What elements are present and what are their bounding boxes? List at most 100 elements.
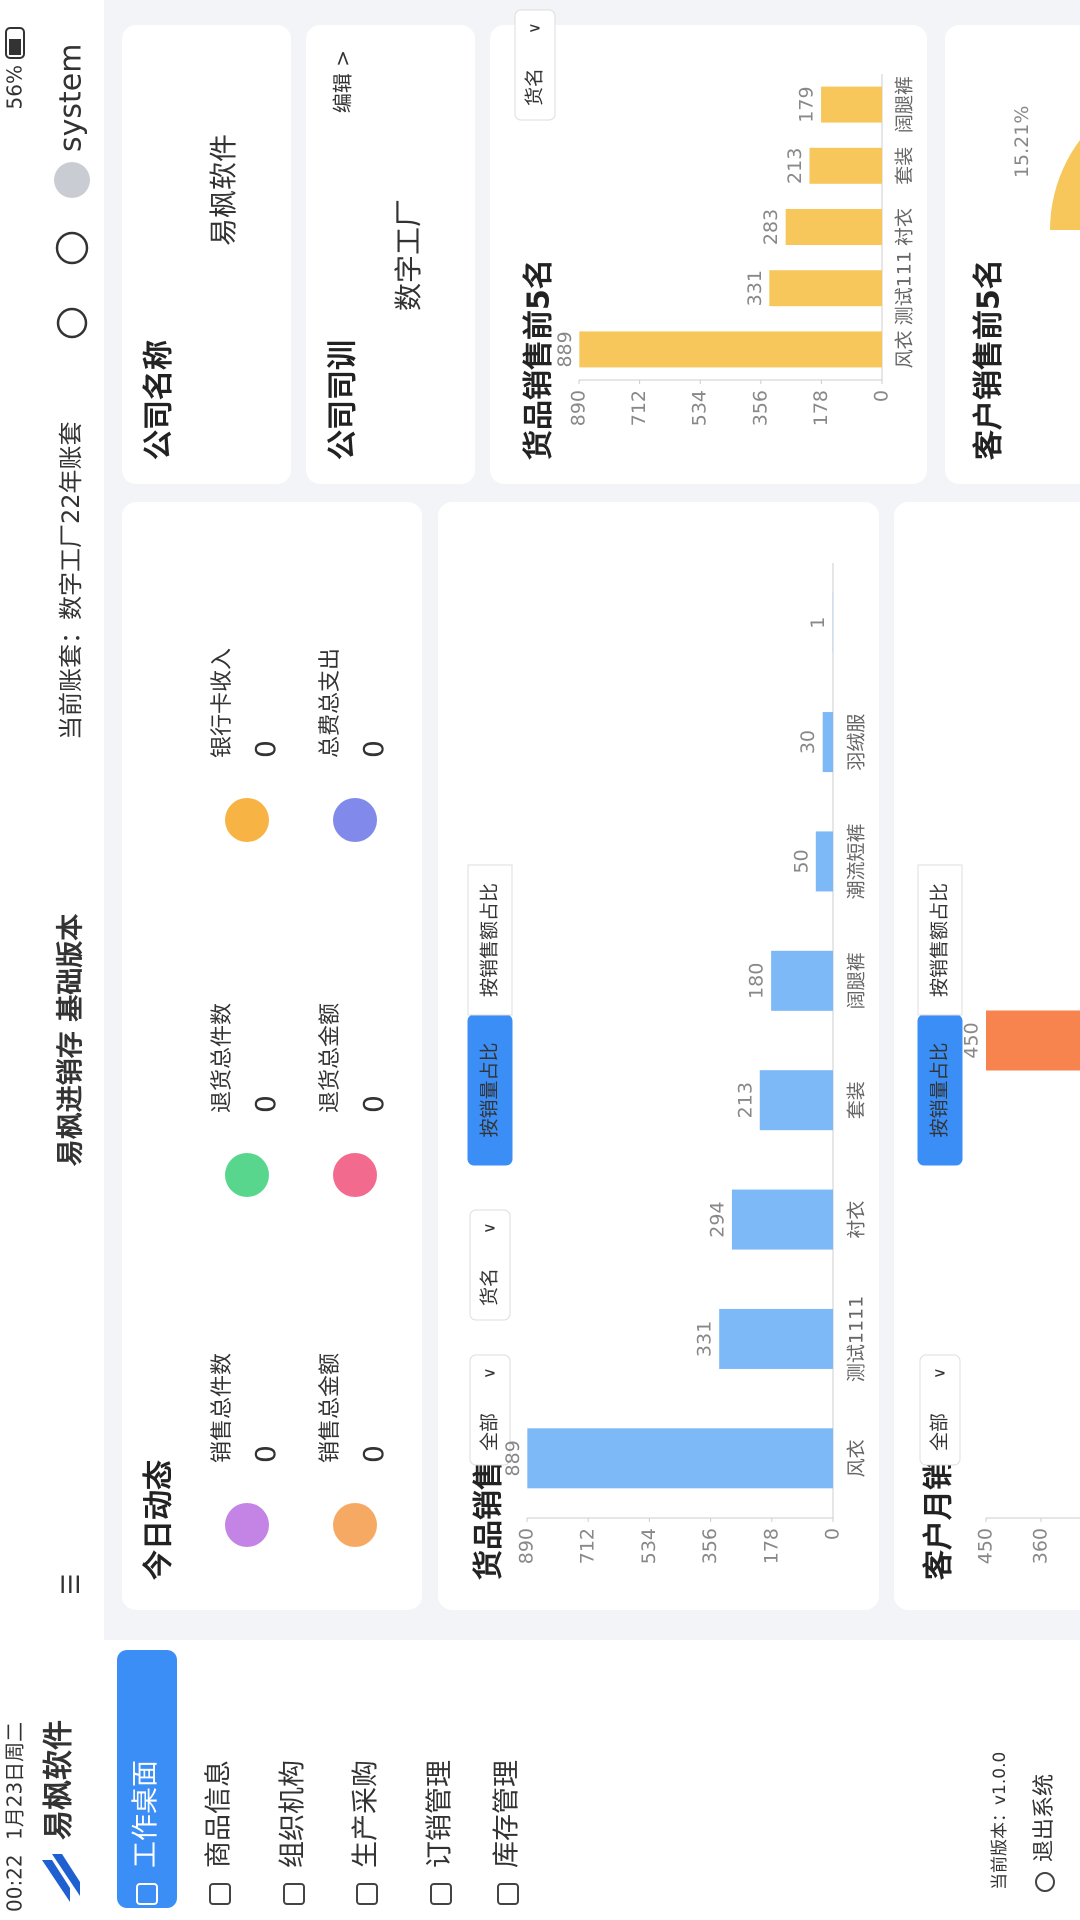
y-tick-label: 890 — [568, 390, 590, 426]
filter-caret[interactable]: ∨ — [480, 1367, 499, 1379]
toggle-label[interactable]: 按销量占比 — [479, 1042, 501, 1137]
sidebar — [0, 1640, 1080, 1920]
filter-label[interactable]: 货名 — [479, 1268, 501, 1306]
filter-caret[interactable]: ∨ — [525, 22, 544, 34]
motto: 数字工厂 — [392, 199, 425, 311]
bar-value-label: 180 — [746, 963, 768, 999]
bar — [785, 209, 883, 245]
today-value: 0 — [357, 740, 390, 758]
logout-icon — [1035, 1872, 1055, 1892]
menu-item[interactable]: 商品信息 — [204, 1760, 235, 1868]
bar-value-label: 889 — [502, 1440, 524, 1476]
bar — [579, 331, 882, 368]
today-value: 0 — [249, 1095, 282, 1113]
toggle-label[interactable]: 按销售额占比 — [479, 883, 501, 997]
filter-dropdown[interactable] — [514, 9, 556, 121]
bar — [986, 1010, 1080, 1071]
bar-value-label: 294 — [706, 1201, 728, 1237]
app-title: 易枫进销存 基础版本 — [56, 914, 87, 1166]
filter-label[interactable]: 货名 — [524, 68, 546, 106]
chart-title: 客户销售前5名 — [972, 259, 1007, 460]
company-card — [122, 25, 291, 484]
y-tick-label: 450 — [975, 1528, 997, 1564]
today-label: 银行卡收入 — [210, 648, 235, 758]
account: 当前账套：数字工厂22年账套 — [57, 421, 85, 740]
filter-dropdown[interactable] — [469, 1209, 511, 1321]
chart-card — [490, 25, 927, 484]
x-tick-label: 套装 — [846, 1081, 868, 1119]
bar-value-label: 50 — [790, 849, 812, 873]
x-tick-label: 衬衣 — [894, 208, 916, 246]
avatar[interactable] — [54, 162, 90, 198]
bar — [719, 1308, 833, 1369]
today-value: 0 — [357, 1095, 390, 1113]
today-icon — [333, 1503, 377, 1547]
y-tick-label: 178 — [760, 1528, 782, 1564]
active-menu-bg — [117, 1650, 177, 1908]
version: 当前版本：v1.0.0 — [990, 1752, 1010, 1890]
status-date: 1月23日周二 — [3, 1722, 27, 1840]
toggle-button[interactable] — [917, 864, 963, 1016]
menu-item[interactable]: 工作桌面 — [131, 1760, 162, 1868]
today-icon — [225, 1503, 269, 1547]
y-tick-label: 0 — [822, 1528, 844, 1540]
filter-label[interactable]: 全部 — [479, 1413, 501, 1451]
battery: 56% — [3, 65, 27, 109]
bar-value-label: 889 — [554, 331, 576, 367]
company-name-title: 公司名称 — [142, 340, 177, 460]
bar-value-label: 30 — [797, 730, 819, 754]
today-label: 退货总件数 — [210, 1003, 235, 1113]
today-label: 退货总金额 — [318, 1003, 343, 1113]
y-tick-label: 890 — [516, 1528, 538, 1564]
bar-value-label: 450 — [961, 1022, 983, 1058]
toggle-label[interactable]: 按销售额占比 — [929, 883, 951, 997]
edit-link[interactable]: 编辑 > — [331, 50, 355, 113]
pie-label: 15.21% — [1011, 106, 1033, 178]
battery-level — [9, 39, 21, 55]
chart-card — [945, 25, 1080, 484]
bar-value-label: 213 — [734, 1082, 756, 1118]
today-value: 0 — [357, 1445, 390, 1463]
logout[interactable]: 退出系统 — [1032, 1774, 1057, 1862]
menu-item[interactable]: 库存管理 — [492, 1760, 523, 1868]
x-tick-label: 衬衣 — [846, 1201, 868, 1239]
today-icon — [225, 1153, 269, 1197]
x-tick-label: 阔腿裤 — [894, 76, 916, 133]
y-tick-label: 356 — [749, 390, 771, 426]
x-tick-label: 测试111 — [894, 251, 916, 325]
bar-value-label: 283 — [760, 209, 782, 245]
filter-label[interactable]: 全部 — [929, 1413, 951, 1451]
menu-item[interactable]: 订销管理 — [425, 1760, 456, 1868]
y-tick-label: 712 — [577, 1528, 599, 1564]
y-tick-label: 0 — [871, 390, 893, 402]
menu-item[interactable]: 组织机构 — [278, 1760, 309, 1868]
filter-caret[interactable]: ∨ — [930, 1367, 949, 1379]
filter-caret[interactable]: ∨ — [480, 1222, 499, 1234]
user-name[interactable]: system — [54, 44, 89, 152]
bar — [822, 712, 833, 773]
x-tick-label: 潮流短裤 — [846, 823, 868, 899]
toggle-label[interactable]: 按销量占比 — [929, 1042, 951, 1137]
bar-value-label: 331 — [744, 270, 766, 306]
filter-dropdown[interactable] — [469, 1354, 511, 1466]
settings-icon[interactable] — [55, 231, 89, 265]
y-tick-label: 356 — [699, 1528, 721, 1564]
logo — [42, 1854, 80, 1902]
today-value: 0 — [249, 1445, 282, 1463]
bar — [731, 1189, 834, 1250]
x-tick-label: 风衣 — [894, 330, 916, 368]
bar — [771, 950, 834, 1011]
filter-dropdown[interactable] — [919, 1354, 961, 1466]
toggle-button[interactable] — [467, 864, 513, 1016]
brand: 易枫软件 — [42, 1720, 77, 1840]
help-icon[interactable] — [56, 307, 88, 339]
menu-item[interactable]: 生产采购 — [351, 1760, 382, 1868]
bar — [821, 86, 883, 123]
today-label: 销售总件数 — [210, 1353, 235, 1463]
x-tick-label: 羽绒服 — [846, 714, 868, 771]
menu-toggle[interactable]: ☰ — [57, 1573, 85, 1595]
today-label: 销售总金额 — [318, 1353, 343, 1463]
motto-title: 公司司训 — [326, 340, 361, 460]
bar-value-label: 179 — [796, 86, 818, 122]
